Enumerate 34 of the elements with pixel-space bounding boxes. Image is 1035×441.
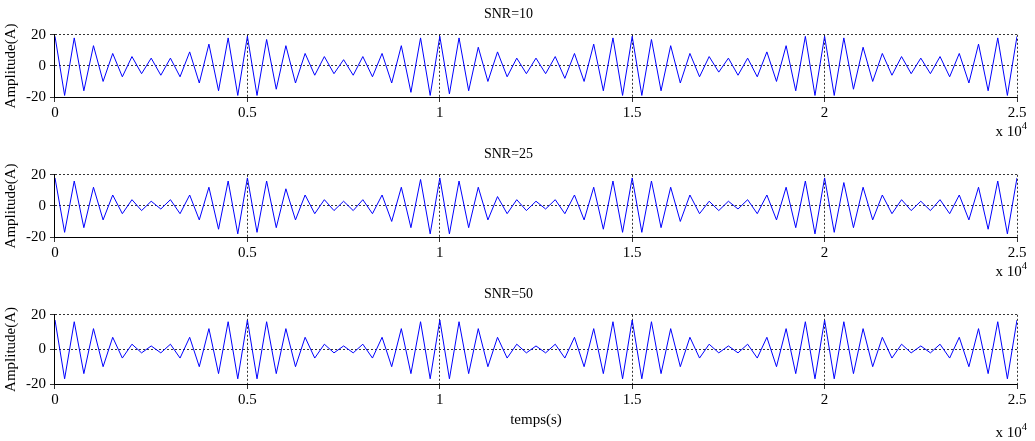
y-tick-label: 20 bbox=[31, 305, 46, 322]
y-axis-title: Amplitude(A) bbox=[1, 23, 19, 109]
y-axis-title: Amplitude(A) bbox=[1, 306, 19, 392]
y-tick-label: 0 bbox=[38, 196, 46, 213]
x-tick-label: 1 bbox=[436, 390, 444, 407]
x-tick-label: 0.5 bbox=[238, 243, 257, 260]
x-tick-label: 0 bbox=[51, 390, 59, 407]
x-tick-label: 1 bbox=[436, 243, 444, 260]
y-tick-label: -20 bbox=[26, 227, 46, 244]
y-axis-title: Amplitude(A) bbox=[1, 163, 19, 249]
x-tick-label: 2.5 bbox=[1007, 103, 1027, 120]
x-tick-label: 0 bbox=[51, 243, 59, 260]
y-tick-label: -20 bbox=[26, 87, 46, 104]
x-tick-label: 2 bbox=[820, 103, 829, 120]
x-axis-title: temps(s) bbox=[510, 410, 562, 428]
x-tick-label: 0.5 bbox=[238, 103, 257, 120]
x-tick-label: 1.5 bbox=[622, 103, 642, 120]
y-tick-label: 0 bbox=[38, 56, 46, 73]
y-tick-label: 0 bbox=[38, 340, 46, 357]
chart-title: SNR=50 bbox=[483, 286, 534, 302]
x-tick-label: 0.5 bbox=[238, 390, 257, 407]
chart-title: SNR=10 bbox=[483, 6, 534, 22]
x-tick-label: 0 bbox=[51, 103, 59, 120]
x-tick-label: 1 bbox=[436, 103, 444, 120]
y-tick-label: 20 bbox=[31, 25, 46, 42]
x-tick-label: 1.5 bbox=[622, 243, 642, 260]
x-tick-label: 1.5 bbox=[622, 390, 642, 407]
x-tick-label: 2 bbox=[820, 243, 829, 260]
x-tick-label: 2.5 bbox=[1007, 243, 1027, 260]
y-tick-label: 20 bbox=[31, 165, 46, 182]
chart-title: SNR=25 bbox=[483, 146, 534, 162]
x-tick-label: 2 bbox=[820, 390, 829, 407]
x-tick-label: 2.5 bbox=[1007, 390, 1027, 407]
y-tick-label: -20 bbox=[26, 374, 46, 391]
